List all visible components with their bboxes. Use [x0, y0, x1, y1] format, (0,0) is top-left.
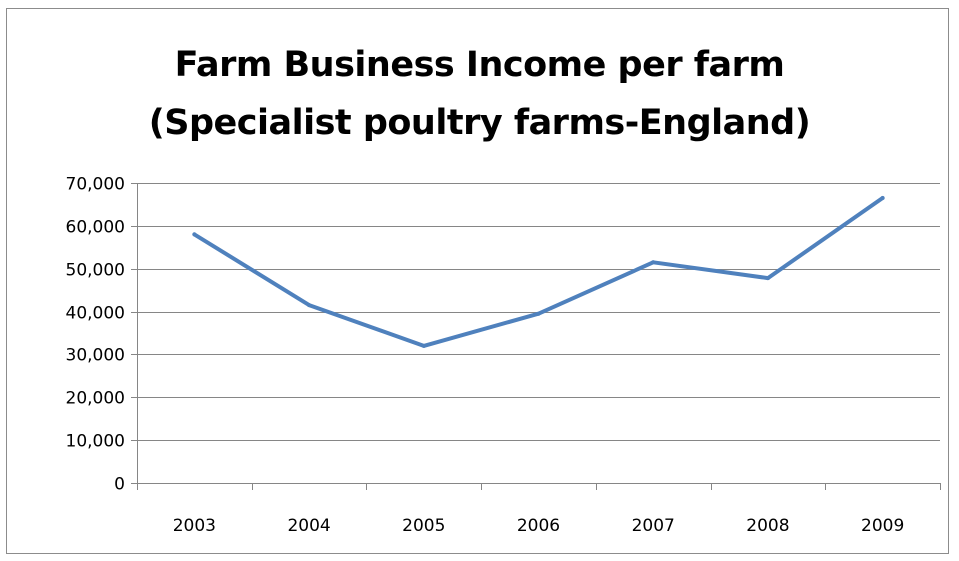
axes: [131, 183, 941, 490]
x-tick-label-2003: 2003: [173, 516, 216, 536]
y-tick-label: 40,000: [66, 304, 125, 324]
x-tick-label-2006: 2006: [517, 516, 560, 536]
chart-frame: [6, 8, 949, 554]
chart-title: Farm Business Income per farm: [174, 45, 785, 85]
x-tick-label-2004: 2004: [287, 516, 330, 536]
data-point-2008: [765, 276, 770, 281]
data-point-2007: [651, 260, 656, 265]
y-tick-label: 0: [114, 475, 125, 495]
x-tick-label-2007: 2007: [632, 516, 675, 536]
data-point-2005: [421, 343, 426, 348]
chart-subtitle: (Specialist poultry farms-England): [148, 103, 811, 143]
series-line-0: [192, 196, 885, 348]
y-tick-label: 70,000: [66, 175, 125, 195]
y-tick-label: 50,000: [66, 261, 125, 281]
data-point-2006: [536, 311, 541, 316]
y-tick-label: 20,000: [66, 389, 125, 409]
y-tick-label: 10,000: [66, 432, 125, 452]
data-point-2009: [880, 196, 885, 200]
y-tick-label: 60,000: [66, 218, 125, 238]
x-tick-labels: 2003 2004 2005 2006 2007 2008 2009: [173, 516, 905, 536]
x-tick-label-2009: 2009: [861, 516, 904, 536]
series-layer: [192, 196, 885, 348]
x-tick-label-2008: 2008: [746, 516, 789, 536]
chart-title-block: Farm Business Income per farm (Specialis…: [0, 36, 959, 152]
x-tick-label-2005: 2005: [402, 516, 445, 536]
y-tick-labels: 0 10,000 20,000 30,000 40,000 50,000 60,000 70,…: [66, 175, 125, 495]
y-tick-label: 30,000: [66, 346, 125, 366]
data-point-2003: [192, 232, 197, 237]
data-point-2004: [307, 303, 312, 308]
